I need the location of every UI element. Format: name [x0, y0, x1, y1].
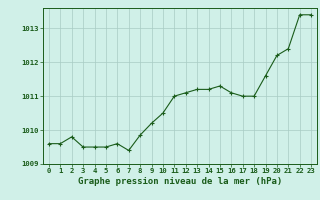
- X-axis label: Graphe pression niveau de la mer (hPa): Graphe pression niveau de la mer (hPa): [78, 177, 282, 186]
